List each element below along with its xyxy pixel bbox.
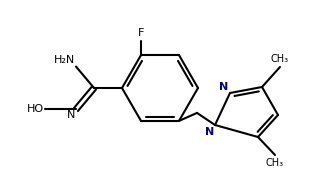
Text: N: N xyxy=(205,127,214,137)
Text: CH₃: CH₃ xyxy=(266,158,284,168)
Text: N: N xyxy=(67,111,75,120)
Text: N: N xyxy=(219,82,228,92)
Text: F: F xyxy=(138,28,144,38)
Text: H₂N: H₂N xyxy=(54,55,75,65)
Text: HO: HO xyxy=(27,104,44,114)
Text: CH₃: CH₃ xyxy=(271,54,289,64)
